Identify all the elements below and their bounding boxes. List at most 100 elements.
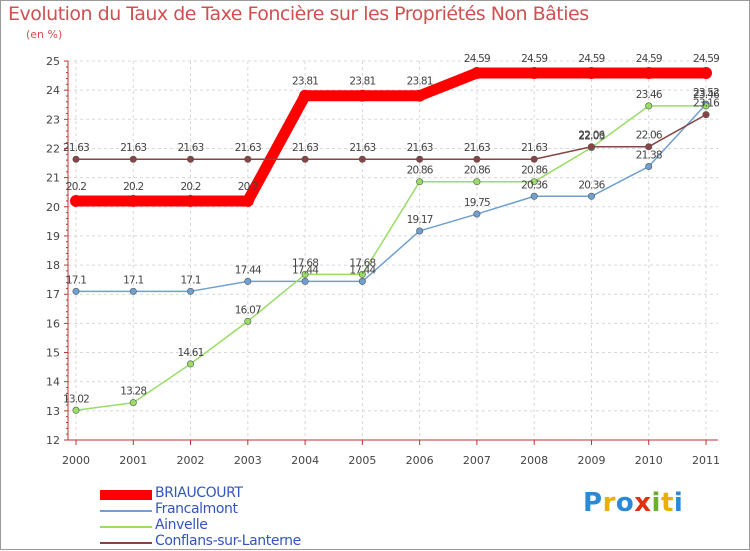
grid — [68, 60, 718, 441]
legend-label: BRIAUCOURT — [155, 485, 243, 501]
data-point-conflans-sur-lanterne — [129, 155, 137, 163]
x-tick-label: 2006 — [406, 454, 434, 467]
y-tick-label: 22 — [46, 142, 60, 155]
data-label-francalmont: 17.1 — [123, 274, 143, 286]
data-point-conflans-sur-lanterne — [244, 155, 252, 163]
data-label-francalmont: 17.1 — [180, 274, 200, 286]
data-label-francalmont: 23.52 — [693, 87, 719, 99]
data-point-briaucourt — [184, 194, 197, 207]
data-label-briaucourt: 23.81 — [292, 76, 318, 88]
series-line-briaucourt — [76, 67, 706, 207]
data-label-briaucourt: 24.59 — [464, 53, 490, 65]
data-point-francalmont — [416, 227, 424, 235]
data-point-conflans-sur-lanterne — [473, 155, 481, 163]
data-label-conflans-sur-lanterne: 21.63 — [235, 142, 261, 154]
data-point-francalmont — [358, 277, 366, 285]
data-label-briaucourt: 24.59 — [578, 53, 604, 65]
data-point-briaucourt — [413, 89, 426, 102]
y-tick-label: 25 — [46, 55, 60, 68]
data-point-conflans-sur-lanterne — [416, 155, 424, 163]
legend-label: Conflans-sur-Lanterne — [155, 533, 301, 549]
x-tick-label: 2001 — [119, 454, 147, 467]
data-label-briaucourt: 20.2 — [66, 181, 86, 193]
chart-subtitle: (en %) — [26, 28, 63, 41]
data-label-briaucourt: 24.59 — [693, 53, 719, 65]
logo-letter: P — [583, 488, 603, 518]
data-point-francalmont — [530, 192, 538, 200]
data-label-conflans-sur-lanterne: 21.63 — [464, 142, 490, 154]
legend-label: Francalmont — [155, 501, 238, 517]
data-label-ainvelle: 16.07 — [235, 304, 261, 316]
data-point-conflans-sur-lanterne — [301, 155, 309, 163]
series-line-ainvelle — [75, 105, 706, 412]
legend-swatch — [100, 510, 152, 512]
data-point-francalmont — [645, 163, 653, 171]
data-point-francalmont — [473, 210, 481, 218]
data-label-francalmont: 20.36 — [578, 179, 605, 191]
data-point-briaucourt — [470, 66, 483, 79]
logo-letter: t — [660, 488, 674, 518]
data-point-briaucourt — [241, 194, 254, 207]
data-point-briaucourt — [127, 194, 140, 207]
data-label-conflans-sur-lanterne: 21.63 — [178, 142, 204, 154]
data-label-ainvelle: 22.03 — [578, 131, 604, 143]
x-tick-label: 2005 — [348, 454, 376, 467]
data-point-francalmont — [72, 287, 80, 295]
data-labels: 20.2 20.2 20.2 20.2 23.81 23.81 23.81 24.59 24.5… — [63, 53, 721, 405]
data-label-ainvelle: 20.86 — [407, 165, 434, 177]
data-point-francalmont — [129, 287, 137, 295]
data-label-ainvelle: 14.61 — [178, 347, 204, 359]
series-line-francalmont — [76, 103, 707, 293]
data-label-ainvelle: 23.46 — [693, 89, 720, 101]
data-point-francalmont — [301, 277, 309, 285]
data-label-briaucourt: 23.81 — [349, 76, 375, 88]
y-tick-label: 13 — [46, 405, 60, 418]
data-label-briaucourt: 20.2 — [123, 181, 143, 193]
logo-letter: x — [634, 488, 652, 518]
data-point-briaucourt — [70, 194, 82, 207]
x-tick-label: 2007 — [463, 454, 491, 467]
y-tick-label: 23 — [46, 113, 60, 126]
y-tick-label: 18 — [46, 259, 60, 272]
y-tick-label: 16 — [46, 317, 60, 330]
data-label-francalmont: 19.75 — [464, 197, 490, 209]
data-point-ainvelle — [187, 360, 195, 368]
plot-area — [68, 61, 718, 440]
data-label-conflans-sur-lanterne: 21.63 — [63, 142, 89, 154]
data-point-conflans-sur-lanterne — [587, 143, 595, 151]
data-label-francalmont: 17.1 — [66, 274, 86, 286]
x-tick-label: 2000 — [62, 454, 90, 467]
y-tick-label: 24 — [46, 84, 60, 97]
data-point-conflans-sur-lanterne — [187, 155, 195, 163]
data-point-conflans-sur-lanterne — [645, 143, 653, 151]
x-tick-label: 2010 — [635, 454, 663, 467]
data-point-ainvelle — [129, 399, 137, 407]
data-label-ainvelle: 20.86 — [521, 165, 548, 177]
data-point-francalmont — [587, 192, 595, 200]
data-label-francalmont: 21.38 — [636, 150, 662, 162]
series-layer — [70, 66, 712, 414]
data-point-briaucourt — [356, 89, 369, 102]
x-tick-label: 2008 — [520, 454, 548, 467]
data-point-briaucourt — [585, 66, 598, 79]
data-label-ainvelle: 20.86 — [464, 165, 491, 177]
data-label-conflans-sur-lanterne: 21.63 — [521, 142, 547, 154]
legend-swatch — [100, 526, 152, 528]
data-label-briaucourt: 20.2 — [180, 181, 200, 193]
data-point-ainvelle — [358, 270, 366, 278]
data-label-conflans-sur-lanterne: 21.63 — [120, 142, 146, 154]
data-label-ainvelle: 13.28 — [120, 386, 146, 398]
data-point-ainvelle — [72, 406, 80, 414]
logo-letter: i — [651, 488, 661, 518]
data-point-briaucourt — [642, 66, 655, 79]
data-label-ainvelle: 23.46 — [636, 89, 663, 101]
data-point-francalmont — [244, 277, 252, 285]
data-label-francalmont: 17.44 — [235, 264, 262, 276]
data-point-ainvelle — [301, 270, 309, 278]
data-point-conflans-sur-lanterne — [702, 111, 710, 119]
x-tick-label: 2002 — [177, 454, 205, 467]
series-line-conflans-sur-lanterne — [76, 113, 707, 160]
legend-label: Ainvelle — [155, 517, 208, 533]
chart-title: Evolution du Taux de Taxe Foncière sur l… — [8, 3, 589, 25]
